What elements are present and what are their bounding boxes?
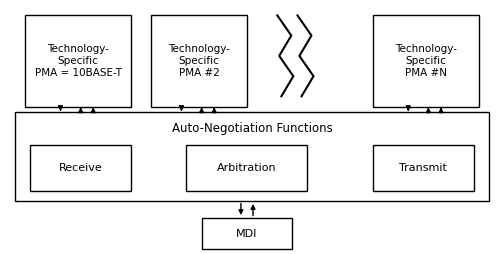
Text: Technology-
Specific
PMA #N: Technology- Specific PMA #N: [395, 44, 457, 77]
Bar: [373, 145, 474, 190]
Text: Arbitration: Arbitration: [217, 163, 277, 173]
Text: Receive: Receive: [59, 163, 102, 173]
Text: Technology-
Specific
PMA #2: Technology- Specific PMA #2: [168, 44, 230, 77]
Bar: [186, 145, 307, 190]
Bar: [202, 218, 292, 249]
Text: MDI: MDI: [236, 229, 258, 239]
Text: Technology-
Specific
PMA = 10BASE-T: Technology- Specific PMA = 10BASE-T: [35, 44, 121, 77]
Text: Transmit: Transmit: [400, 163, 447, 173]
Bar: [151, 15, 247, 107]
Text: Auto-Negotiation Functions: Auto-Negotiation Functions: [172, 122, 332, 135]
Bar: [25, 15, 131, 107]
Bar: [15, 112, 489, 201]
Bar: [373, 15, 479, 107]
Bar: [30, 145, 131, 190]
